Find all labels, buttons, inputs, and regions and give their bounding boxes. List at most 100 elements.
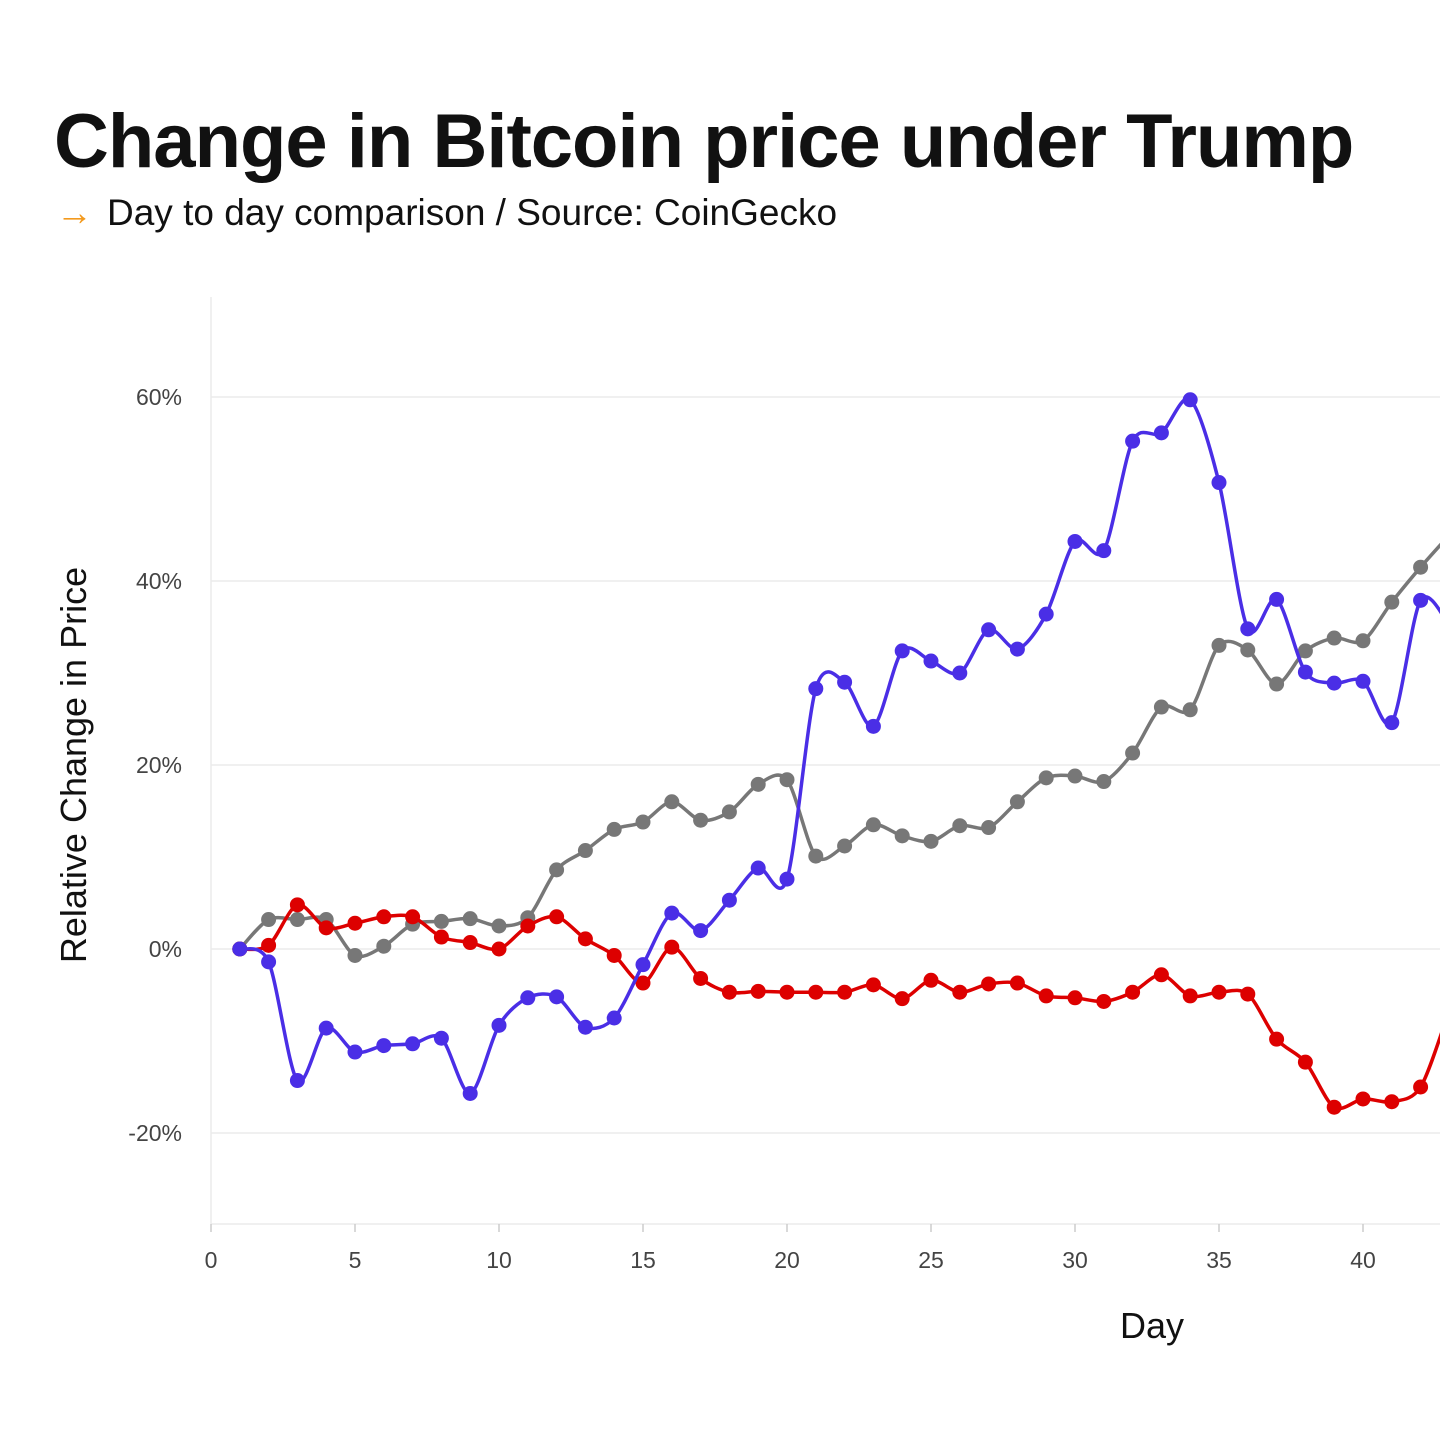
data-point [923,653,939,669]
data-point [261,954,277,970]
series-0 [232,542,1440,963]
data-point [721,892,737,908]
data-point [1355,633,1371,649]
data-point [1096,774,1112,790]
data-point [520,918,536,934]
x-tick-label: 25 [918,1247,944,1273]
data-point [433,913,449,929]
series-group [232,392,1440,1115]
data-point [779,871,795,887]
y-tick-label: 40% [136,568,182,594]
data-point [808,681,824,697]
subtitle-text: Day to day comparison / Source: CoinGeck… [107,192,838,233]
data-point [1038,606,1054,622]
data-point [347,1044,363,1060]
x-tick-label: 40 [1350,1247,1376,1273]
data-point [779,772,795,788]
axes: 60% 40% 20% 0% -20% 0 5 10 15 20 25 30 35 40 [128,297,1440,1273]
data-point [837,984,853,1000]
data-point [577,931,593,947]
data-point [1153,425,1169,441]
data-point [865,817,881,833]
data-point [981,622,997,638]
data-point [606,1010,622,1026]
data-point [261,937,277,953]
data-point [635,957,651,973]
data-point [1384,715,1400,731]
data-point [462,935,478,951]
data-point [1413,592,1429,608]
data-point [549,909,565,925]
data-point [664,905,680,921]
data-point [750,776,766,792]
y-axis-label: Relative Change in Price [53,567,94,963]
data-point [1153,699,1169,715]
data-point [693,923,709,939]
data-point [664,794,680,810]
data-point [894,643,910,659]
x-tick-label: 0 [205,1247,218,1273]
data-point [1297,664,1313,680]
data-point [952,984,968,1000]
data-point [808,848,824,864]
data-point [347,947,363,963]
data-point [693,812,709,828]
data-point [952,818,968,834]
data-point [261,912,277,928]
data-point [433,1030,449,1046]
data-point [1125,984,1141,1000]
chart-subtitle: → Day to day comparison / Source: CoinGec… [56,192,837,234]
data-point [1413,1079,1429,1095]
data-point [232,941,248,957]
x-tick-label: 20 [774,1247,800,1273]
data-point [1096,993,1112,1009]
data-point [347,915,363,931]
x-tick-label: 5 [349,1247,362,1273]
data-point [1269,1031,1285,1047]
data-point [1009,975,1025,991]
data-point [635,975,651,991]
data-point [1096,543,1112,559]
data-point [1413,559,1429,575]
data-point [606,821,622,837]
data-point [1067,768,1083,784]
data-point [1211,984,1227,1000]
data-point [318,920,334,936]
data-point [779,984,795,1000]
data-point [865,977,881,993]
data-point [1355,673,1371,689]
data-point [405,1036,421,1052]
data-point [1326,1099,1342,1115]
data-point [1182,392,1198,408]
data-point [1038,988,1054,1004]
data-point [923,833,939,849]
data-point [1067,533,1083,549]
data-point [289,912,305,928]
data-point [462,1085,478,1101]
data-point [1297,643,1313,659]
data-point [376,1038,392,1054]
series-line [239,903,1440,1111]
data-point [318,1020,334,1036]
data-point [1009,794,1025,810]
data-point [1384,594,1400,610]
data-point [433,929,449,945]
data-point [289,897,305,913]
data-point [1269,591,1285,607]
data-point [1182,702,1198,718]
data-point [462,911,478,927]
data-point [376,938,392,954]
data-point [376,909,392,925]
data-point [981,820,997,836]
data-point [577,1019,593,1035]
y-tick-label: 20% [136,752,182,778]
data-point [1326,630,1342,646]
data-point [549,862,565,878]
x-tick-label: 30 [1062,1247,1088,1273]
data-point [1067,990,1083,1006]
data-point [491,941,507,957]
series-line [238,542,1440,959]
data-point [952,665,968,681]
data-point [693,970,709,986]
x-tick-label: 10 [486,1247,512,1273]
